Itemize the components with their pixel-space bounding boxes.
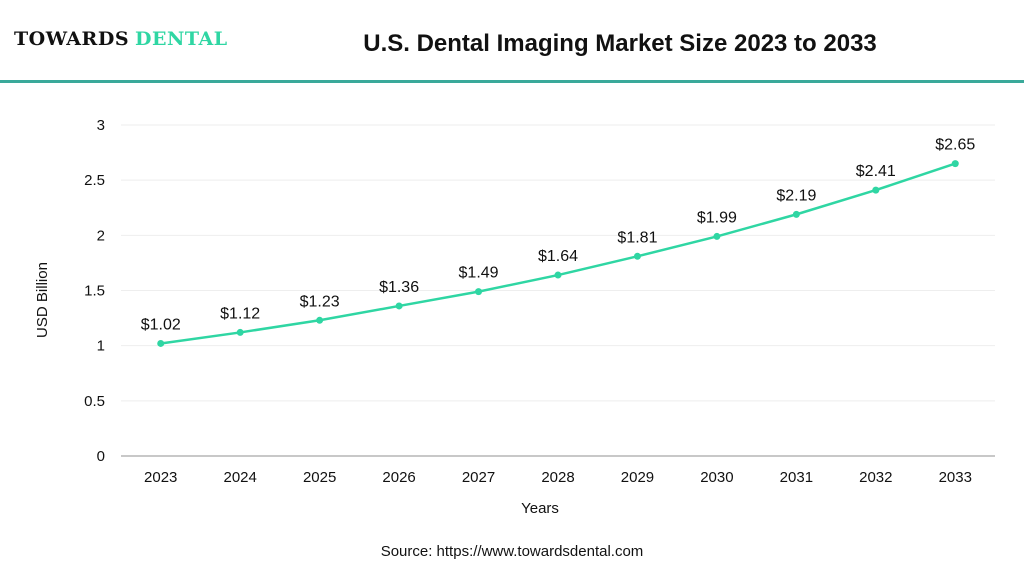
logo-part1: TOWARDS <box>14 28 130 50</box>
data-point <box>316 316 324 324</box>
data-label: $1.64 <box>538 248 578 265</box>
y-tick-label: 0 <box>97 448 105 465</box>
data-label: $2.65 <box>935 137 975 154</box>
x-tick-label: 2028 <box>541 469 574 486</box>
y-tick-label: 2 <box>97 227 105 244</box>
y-axis-title: USD Billion <box>34 262 51 338</box>
data-label: $1.12 <box>220 305 260 322</box>
x-tick-label: 2025 <box>303 469 336 486</box>
data-label: $2.19 <box>776 187 816 204</box>
x-tick-label: 2031 <box>780 469 813 486</box>
source-text: Source: https://www.towardsdental.com <box>380 543 644 560</box>
x-tick-label: 2032 <box>859 469 892 486</box>
data-label: $1.49 <box>459 265 499 282</box>
data-label: $1.02 <box>141 316 181 333</box>
y-tick-label: 3 <box>97 117 105 134</box>
data-point <box>395 302 403 310</box>
logo: TOWARDS DENTAL <box>14 28 228 50</box>
data-point <box>872 186 880 194</box>
data-point <box>792 210 800 218</box>
y-tick-label: 1.5 <box>84 283 105 300</box>
data-point <box>713 232 721 240</box>
data-point <box>475 288 483 296</box>
data-point <box>633 252 641 260</box>
data-label: $2.41 <box>856 163 896 180</box>
data-point <box>554 271 562 279</box>
data-point <box>157 339 165 347</box>
y-tick-label: 1 <box>97 338 105 355</box>
data-point <box>951 160 959 168</box>
x-tick-label: 2033 <box>939 469 972 486</box>
x-tick-label: 2027 <box>462 469 495 486</box>
x-tick-label: 2026 <box>382 469 415 486</box>
y-tick-label: 0.5 <box>84 393 105 410</box>
x-tick-label: 2029 <box>621 469 654 486</box>
x-axis-title: Years <box>521 500 559 517</box>
data-label: $1.23 <box>300 293 340 310</box>
data-label: $1.99 <box>697 209 737 226</box>
logo-part2: DENTAL <box>135 28 228 50</box>
data-point <box>236 328 244 336</box>
data-label: $1.36 <box>379 279 419 296</box>
chart-title: U.S. Dental Imaging Market Size 2023 to … <box>363 30 877 57</box>
y-tick-label: 2.5 <box>84 172 105 189</box>
x-tick-label: 2030 <box>700 469 733 486</box>
x-tick-label: 2024 <box>223 469 256 486</box>
data-label: $1.81 <box>617 229 657 246</box>
x-tick-label: 2023 <box>144 469 177 486</box>
header-divider <box>0 80 1024 83</box>
